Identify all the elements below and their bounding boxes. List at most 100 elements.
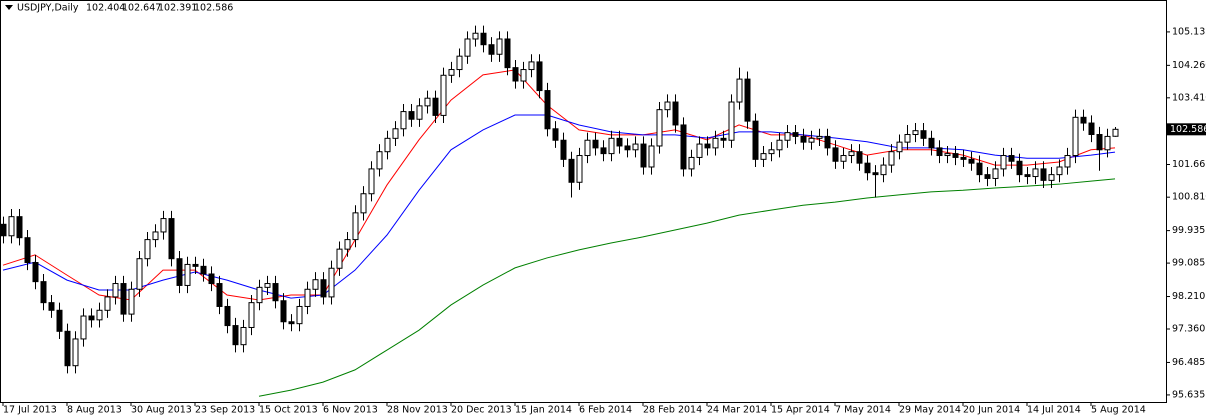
candle-body bbox=[304, 288, 311, 307]
candle-body bbox=[360, 193, 367, 214]
candle-body bbox=[1056, 166, 1063, 176]
candle-body bbox=[928, 137, 935, 149]
candle-body bbox=[1048, 174, 1055, 181]
candle-body bbox=[160, 218, 167, 233]
candle-body bbox=[608, 137, 615, 155]
candle-body bbox=[832, 147, 839, 162]
candle-body bbox=[168, 218, 175, 260]
candle-body bbox=[760, 153, 767, 160]
candle-body bbox=[80, 315, 87, 340]
candle-body bbox=[392, 128, 399, 139]
candle-body bbox=[128, 288, 135, 315]
candle-body bbox=[56, 309, 63, 332]
candle-body bbox=[656, 109, 663, 147]
candle-body bbox=[192, 263, 199, 267]
candle-body bbox=[808, 137, 815, 143]
candle-body bbox=[680, 124, 687, 170]
candle-body bbox=[488, 44, 495, 55]
chart-title: USDJPY,Daily bbox=[17, 3, 79, 14]
candle-body bbox=[864, 162, 871, 174]
open-value: 102.404 bbox=[86, 3, 125, 14]
candle-body bbox=[512, 67, 519, 82]
candle-body bbox=[376, 151, 383, 170]
candle-body bbox=[224, 305, 231, 327]
candle-body bbox=[992, 168, 999, 179]
candle-body bbox=[1032, 168, 1039, 178]
candle-body bbox=[1104, 135, 1111, 151]
price-label: 102.586 bbox=[1170, 124, 1206, 135]
candle-body bbox=[840, 155, 847, 162]
candle-body bbox=[328, 267, 335, 298]
candle-body bbox=[664, 101, 671, 111]
candle-body bbox=[1024, 174, 1031, 178]
candle-body bbox=[672, 101, 679, 126]
candle-body bbox=[448, 69, 455, 76]
candle-body bbox=[256, 286, 263, 304]
candle-body bbox=[112, 283, 119, 298]
symbol-icon bbox=[5, 5, 13, 10]
candle-body bbox=[952, 153, 959, 158]
candle-body bbox=[544, 90, 551, 130]
candle-body bbox=[312, 279, 319, 290]
candle-body bbox=[120, 283, 127, 315]
x-tick-label: 20 Dec 2013 bbox=[451, 405, 512, 416]
candle-body bbox=[592, 139, 599, 149]
candle-body bbox=[264, 283, 271, 288]
candle-body bbox=[320, 279, 327, 298]
candle-body bbox=[432, 97, 439, 116]
candle-body bbox=[640, 143, 647, 168]
x-tick-label: 17 Jul 2013 bbox=[3, 405, 57, 416]
candle-body bbox=[920, 130, 927, 139]
candle-body bbox=[248, 302, 255, 328]
moving-average bbox=[258, 178, 1116, 397]
candle-body bbox=[176, 258, 183, 286]
candle-body bbox=[888, 151, 895, 166]
candle-body bbox=[720, 137, 727, 141]
candle-body bbox=[1016, 160, 1023, 176]
candle-body bbox=[552, 128, 559, 141]
candle-body bbox=[896, 141, 903, 153]
candle-body bbox=[1080, 116, 1087, 124]
y-tick-label: 101.665 bbox=[1172, 159, 1206, 170]
candle-body bbox=[1088, 122, 1095, 136]
candle-body bbox=[816, 135, 823, 139]
candle-body bbox=[24, 237, 31, 264]
y-tick-label: 99.935 bbox=[1172, 225, 1205, 236]
candle-body bbox=[40, 281, 47, 304]
candle-body bbox=[200, 265, 207, 275]
candle-body bbox=[152, 231, 159, 241]
candle-body bbox=[184, 263, 191, 286]
candle-body bbox=[480, 32, 487, 46]
candle-body bbox=[696, 143, 703, 158]
y-tick-label: 100.810 bbox=[1172, 192, 1206, 203]
candle-body bbox=[1064, 155, 1071, 168]
candle-body bbox=[344, 239, 351, 250]
x-tick-label: 30 Aug 2013 bbox=[131, 405, 192, 416]
candle-body bbox=[272, 283, 279, 302]
candle-body bbox=[1000, 155, 1007, 170]
candle-body bbox=[528, 61, 535, 71]
y-tick-label: 95.635 bbox=[1172, 389, 1205, 400]
candle-body bbox=[824, 135, 831, 149]
y-tick-label: 103.410 bbox=[1172, 92, 1206, 103]
candle-body bbox=[8, 216, 15, 237]
x-tick-label: 7 May 2014 bbox=[835, 405, 891, 416]
candle-body bbox=[576, 155, 583, 183]
x-tick-label: 23 Sep 2013 bbox=[195, 405, 255, 416]
candle-body bbox=[216, 283, 223, 307]
candle-body bbox=[64, 330, 71, 367]
x-tick-label: 8 Aug 2013 bbox=[67, 405, 122, 416]
candle-body bbox=[288, 321, 295, 325]
candle-body bbox=[72, 338, 79, 367]
candle-body bbox=[848, 151, 855, 157]
candle-body bbox=[408, 111, 415, 120]
candle-body bbox=[88, 315, 95, 321]
candle-body bbox=[856, 151, 863, 164]
candle-body bbox=[400, 111, 407, 130]
candle-body bbox=[208, 273, 215, 285]
x-tick-label: 15 Apr 2014 bbox=[771, 405, 830, 416]
candle-body bbox=[784, 132, 791, 141]
candle-body bbox=[704, 143, 711, 149]
